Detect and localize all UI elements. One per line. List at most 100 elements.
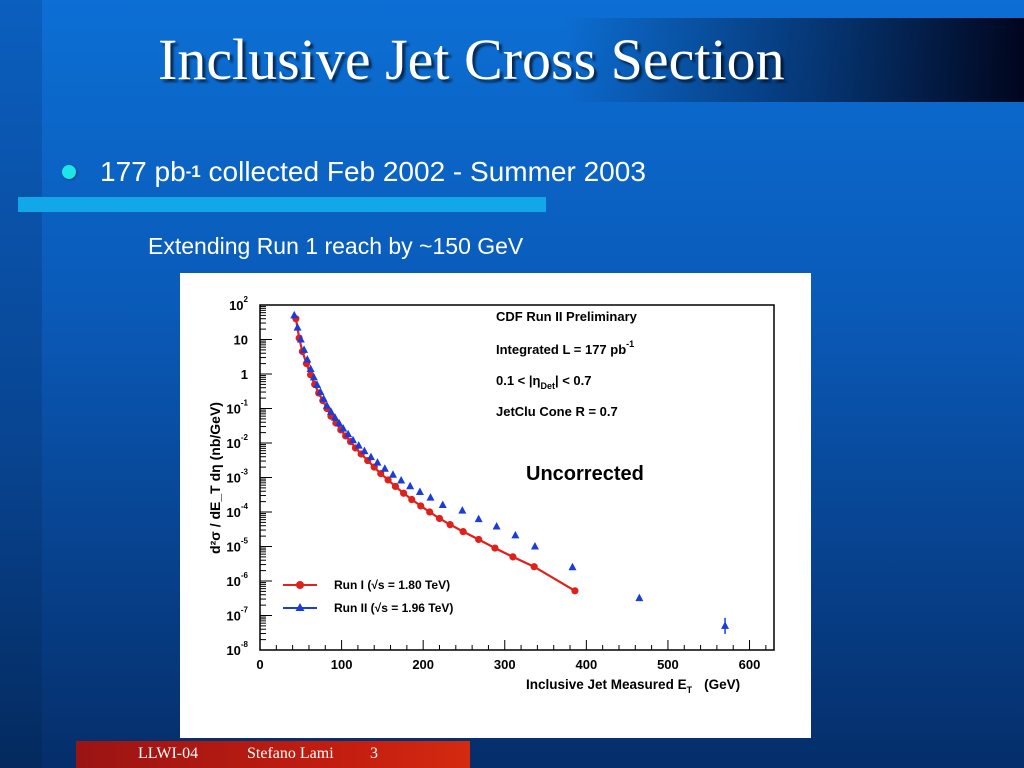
data-point-runii <box>300 345 309 353</box>
data-point-runii <box>388 470 397 478</box>
data-point-runii <box>326 407 335 415</box>
series-curves <box>294 318 576 592</box>
footer-band: LLWI-04 Stefano Lami 3 <box>76 741 470 768</box>
data-point-runii <box>306 364 315 372</box>
data-point-runi <box>459 528 467 536</box>
legend-label-run1: Run I (√s = 1.80 TeV) <box>334 578 450 592</box>
y-tick-label: 10-7 <box>226 606 248 624</box>
info-line-1: CDF Run II Preliminary <box>496 309 638 324</box>
data-point-runii <box>373 458 382 466</box>
x-tick-label: 100 <box>331 657 353 672</box>
title-band <box>0 18 1024 102</box>
info-line-3-pre: 0.1 < |η <box>496 373 541 388</box>
data-point-runii <box>322 401 331 409</box>
y-tick-label: 10-1 <box>226 399 248 417</box>
data-point-runii <box>568 562 577 571</box>
data-point-runi <box>571 587 579 595</box>
chart-svg: 0 100 200 300 400 500 600 10-8 10-7 10-6 10-5 10-4 1… <box>207 295 775 695</box>
y-tick-label: 10 <box>234 333 248 348</box>
axis-ticks: 0 100 200 300 400 500 600 10-8 10-7 10-6 10-5 10-4 1… <box>226 295 767 672</box>
cyan-divider-bar <box>18 197 546 212</box>
legend: Run I (√s = 1.80 TeV) Run II (√s = 1.96 … <box>283 578 453 615</box>
data-point-runii <box>380 464 389 472</box>
data-point-runii <box>426 493 435 501</box>
info-line-3: 0.1 < |ηDet| < 0.7 <box>496 373 592 391</box>
info-line-2-sup: -1 <box>626 339 634 349</box>
footer-conference: LLWI-04 <box>138 745 199 762</box>
y-tick-label: 10-2 <box>226 433 248 451</box>
y-tick-label: 1 <box>241 367 248 382</box>
data-point-runii <box>313 380 322 388</box>
footer-author: Stefano Lami <box>247 745 334 762</box>
data-point-runii <box>366 452 375 461</box>
legend-marker-run1 <box>296 581 304 589</box>
x-tick-label: 300 <box>494 657 516 672</box>
legend-label-run2: Run II (√s = 1.96 TeV) <box>334 601 453 615</box>
y-tick-label: 10-4 <box>226 502 248 520</box>
data-point-runi <box>384 476 392 484</box>
bullet-text-post: collected Feb 2002 - Summer 2003 <box>200 156 646 187</box>
legend-name-run1: Run I <box>334 578 364 592</box>
bullet-point: 177 pb -1 collected Feb 2002 - Summer 200… <box>62 152 646 192</box>
x-axis-label-sub: T <box>687 685 693 695</box>
data-point-runii <box>397 475 406 484</box>
data-point-runii <box>303 355 312 363</box>
data-point-runii <box>415 487 424 495</box>
data-point-runii <box>511 530 520 539</box>
data-point-runii <box>492 521 501 530</box>
data-point-runii <box>335 418 344 427</box>
bullet-text-sup: -1 <box>185 162 201 181</box>
y-tick-label: 102 <box>229 295 248 313</box>
legend-sqrt-run1: (√s = 1.80 TeV) <box>367 578 450 592</box>
data-point-runii <box>349 435 358 444</box>
data-point-runii <box>406 481 415 490</box>
data-point-runii <box>296 335 305 343</box>
data-point-runii <box>309 372 318 381</box>
data-point-runii <box>635 593 644 602</box>
data-point-runii <box>474 514 483 523</box>
data-point-runii <box>354 441 363 449</box>
data-point-runii <box>360 446 369 455</box>
data-point-runii <box>438 500 447 508</box>
info-line-2: Integrated L = 177 pb-1 <box>496 339 634 357</box>
legend-marker-run2 <box>295 603 305 611</box>
x-tick-label: 200 <box>412 657 434 672</box>
data-point-runi <box>435 514 444 523</box>
data-point-runii <box>316 387 325 396</box>
data-point-runi <box>446 521 454 529</box>
data-point-runi <box>391 482 400 491</box>
chart-panel: 0 100 200 300 400 500 600 10-8 10-7 10-6 10-5 10-4 1… <box>180 273 811 738</box>
data-point-runi <box>530 563 538 571</box>
data-point-runi <box>399 489 408 497</box>
footer-page-number: 3 <box>370 745 378 762</box>
data-point-runii <box>331 413 340 421</box>
data-point-runii <box>339 424 348 432</box>
bullet-dot-icon <box>62 165 76 179</box>
y-tick-label: 10-6 <box>226 571 248 589</box>
data-point-runii <box>293 323 302 331</box>
info-line-3-post: | < 0.7 <box>555 373 592 388</box>
data-point-runi <box>377 469 385 478</box>
data-point-runii <box>290 310 299 319</box>
data-point-runi <box>509 553 517 561</box>
data-point-runi <box>475 535 483 544</box>
x-tick-label: 400 <box>575 657 597 672</box>
legend-name-run2: Run II <box>334 601 367 615</box>
x-axis-label: Inclusive Jet Measured ET (GeV) <box>526 677 740 695</box>
side-band <box>0 0 42 768</box>
slide-title: Inclusive Jet Cross Section <box>158 27 785 92</box>
x-axis-label-units: (GeV) <box>704 677 740 692</box>
data-point-runii <box>530 542 539 550</box>
info-line-4: JetClu Cone R = 0.7 <box>496 404 618 419</box>
data-point-runii <box>458 506 467 514</box>
x-tick-label: 0 <box>256 657 263 672</box>
subtext: Extending Run 1 reach by ~150 GeV <box>148 233 524 259</box>
info-box: CDF Run II Preliminary Integrated L = 17… <box>496 309 638 419</box>
bullet-text-pre: 177 pb <box>100 156 186 187</box>
y-tick-label: 10-3 <box>226 468 248 486</box>
y-axis-label: d²σ / dE_T dη (nb/GeV) <box>207 402 223 554</box>
y-tick-label: 10-5 <box>226 537 248 555</box>
data-point-runi <box>491 544 499 552</box>
x-tick-label: 500 <box>657 657 679 672</box>
uncorrected-annotation: Uncorrected <box>526 463 644 485</box>
